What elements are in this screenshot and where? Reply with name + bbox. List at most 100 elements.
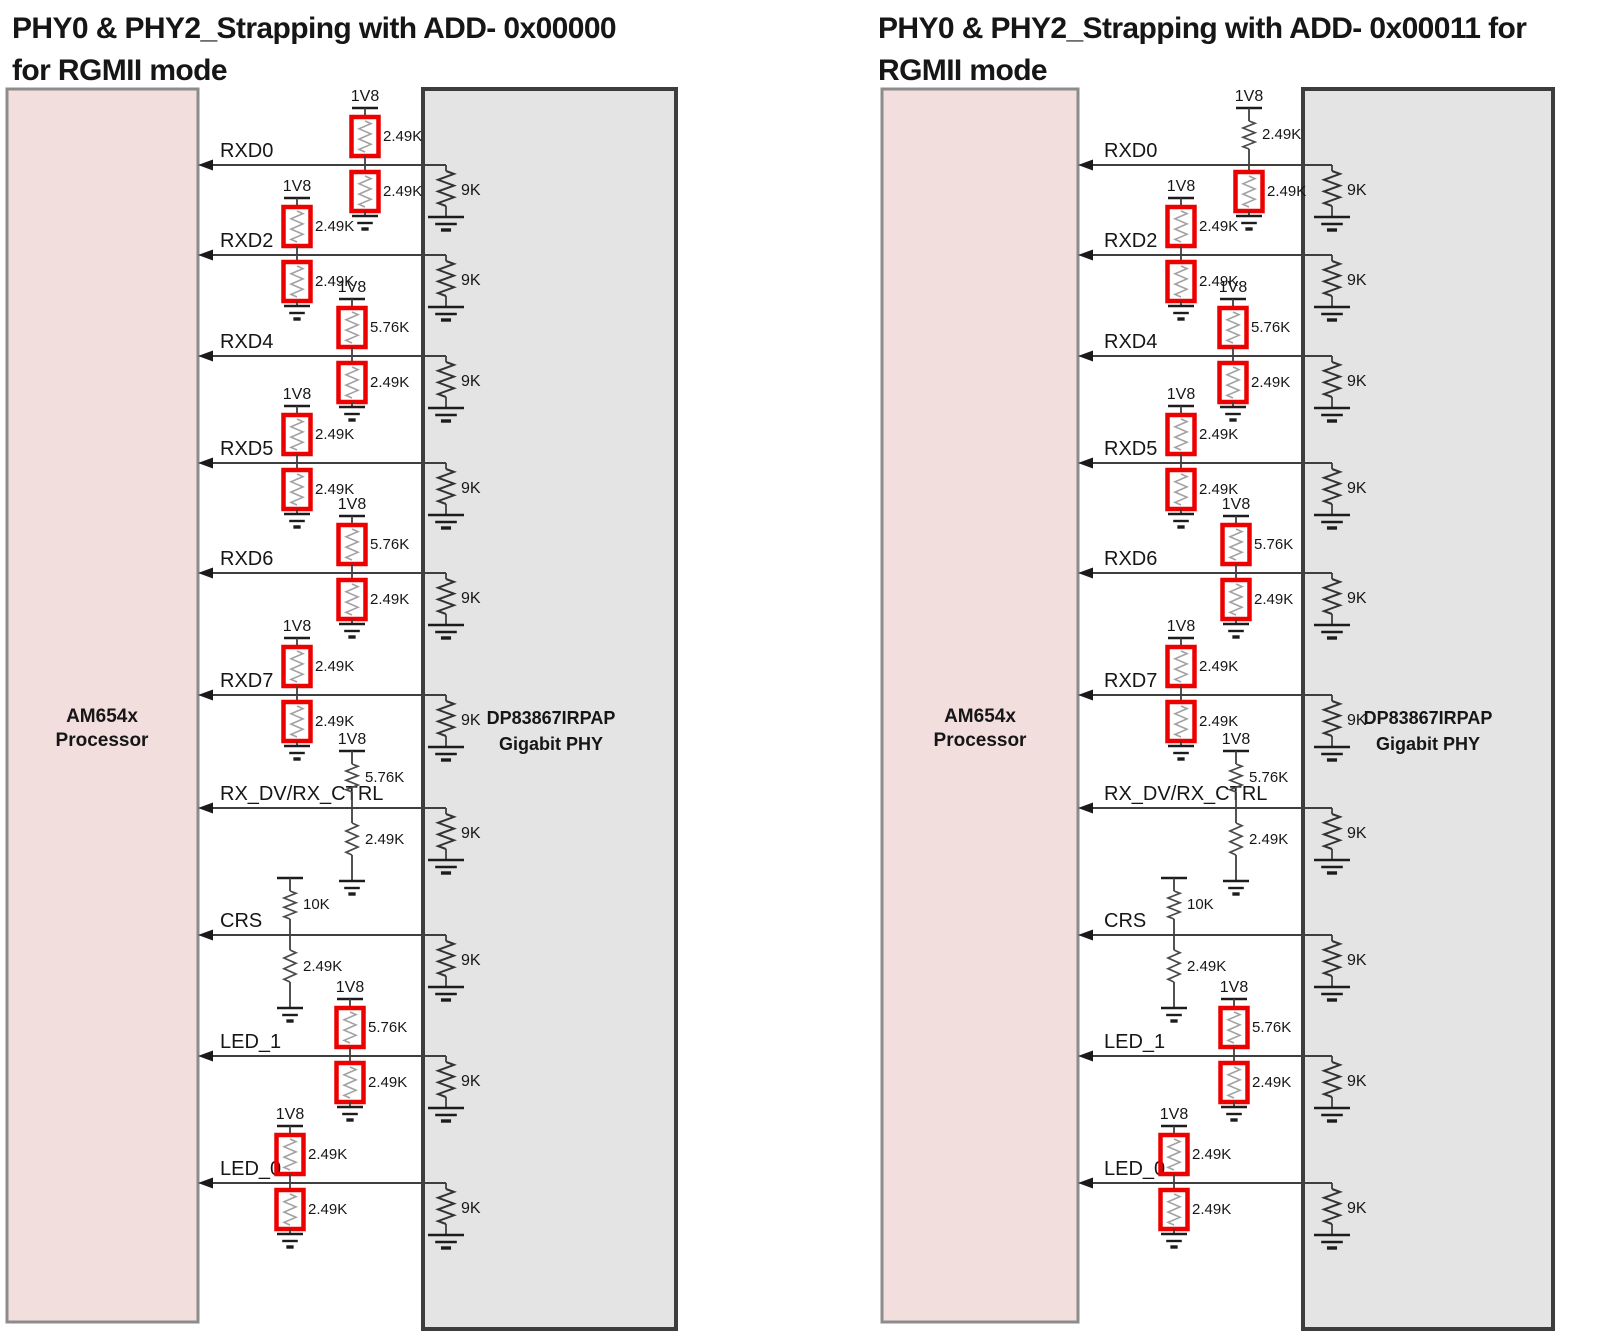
ground-symbol <box>1168 744 1194 761</box>
pullup-value-label: 5.76K <box>1252 1019 1291 1036</box>
signal-arrowhead <box>1078 567 1093 579</box>
pulldown-value-label: 2.49K <box>368 1074 407 1091</box>
ground-symbol <box>428 623 464 640</box>
rail-label: 1V8 <box>351 88 380 105</box>
rail-label: 1V8 <box>1167 386 1196 403</box>
pullup-value-label: 2.49K <box>315 218 354 235</box>
pulldown-value-label: 2.49K <box>370 591 409 608</box>
signal-row-led-0: LED_0 1V8 2.49K 2.49K 9K <box>198 1106 481 1250</box>
signal-arrowhead <box>1078 802 1093 814</box>
pulldown-resistor <box>343 583 361 616</box>
pulldown-resistor <box>1240 175 1258 208</box>
pullup-value-label: 5.76K <box>368 1019 407 1036</box>
phy-pull-value-label: 9K <box>1347 272 1367 289</box>
phy-pull-resistor <box>1321 260 1343 297</box>
signal-row-crs: CRS 10K 2.49K 9K <box>1078 876 1367 1023</box>
processor-label-line1: AM654x <box>944 706 1016 727</box>
pullup-resistor <box>1240 120 1258 150</box>
diagram-title-right: PHY0 & PHY2_Strapping with ADD- 0x00011 … <box>878 8 1527 92</box>
signal-row-led-1: LED_1 1V8 5.76K 2.49K 9K <box>1078 979 1367 1123</box>
pullup-resistor <box>1227 528 1245 561</box>
pulldown-resistor <box>341 1066 359 1099</box>
phy-label-line1: DP83867IRPAP <box>487 708 616 728</box>
signal-label: RXD5 <box>1104 438 1157 460</box>
pulldown-value-label: 2.49K <box>303 958 342 975</box>
signal-arrowhead <box>1078 457 1093 469</box>
ground-symbol <box>1314 745 1350 762</box>
ground-symbol <box>337 1105 363 1122</box>
phy-pull-resistor <box>435 1061 457 1098</box>
rail-label: 1V8 <box>283 618 312 635</box>
pullup-resistor <box>1172 650 1190 683</box>
ground-symbol <box>428 745 464 762</box>
phy-pull-resistor <box>1321 170 1343 207</box>
ground-symbol <box>1314 1106 1350 1123</box>
signal-label: RXD4 <box>220 331 273 353</box>
pullup-resistor <box>1172 210 1190 243</box>
signal-arrowhead <box>198 929 213 941</box>
signal-label: RXD2 <box>1104 230 1157 252</box>
signal-row-rxd0: RXD0 1V8 2.49K 2.49K 9K <box>1078 88 1367 232</box>
ground-symbol <box>428 406 464 423</box>
title-line-2: RGMII mode <box>878 54 1048 87</box>
ground-symbol <box>428 215 464 232</box>
rail-label: 1V8 <box>1167 618 1196 635</box>
signal-row-rxd6: RXD6 1V8 5.76K 2.49K 9K <box>198 496 481 640</box>
signal-label: RXD6 <box>1104 548 1157 570</box>
pullup-resistor <box>343 528 361 561</box>
rail-label: 1V8 <box>283 178 312 195</box>
signal-label: LED_0 <box>220 1158 281 1180</box>
ground-symbol <box>1161 1006 1187 1023</box>
phy-pull-value-label: 9K <box>1347 952 1367 969</box>
pullup-value-label: 10K <box>303 896 330 913</box>
phy-pull-resistor <box>1321 813 1343 850</box>
pullup-value-label: 2.49K <box>1262 126 1301 143</box>
pullup-resistor <box>288 418 306 451</box>
pulldown-resistor <box>288 705 306 738</box>
signal-label: RXD2 <box>220 230 273 252</box>
rail-label: 1V8 <box>1222 496 1251 513</box>
ground-symbol <box>1314 305 1350 322</box>
ground-symbol <box>339 622 365 639</box>
title-line-1: PHY0 & PHY2_Strapping with ADD- 0x00000 <box>12 12 617 45</box>
ground-symbol <box>1168 304 1194 321</box>
signal-arrowhead <box>1078 1050 1093 1062</box>
signal-label: RXD7 <box>220 670 273 692</box>
signal-arrowhead <box>198 350 213 362</box>
pulldown-value-label: 2.49K <box>1252 1074 1291 1091</box>
phy-pull-value-label: 9K <box>1347 1200 1367 1217</box>
ground-symbol <box>284 744 310 761</box>
ground-symbol <box>277 1006 303 1023</box>
pullup-value-label: 2.49K <box>1199 658 1238 675</box>
signal-row-rxd6: RXD6 1V8 5.76K 2.49K 9K <box>1078 496 1367 640</box>
rail-label: 1V8 <box>1222 731 1251 748</box>
pulldown-resistor <box>1227 583 1245 616</box>
rail-label: 1V8 <box>338 731 367 748</box>
phy-pull-value-label: 9K <box>461 182 481 199</box>
pulldown-resistor <box>1227 822 1245 856</box>
phy-pull-resistor <box>435 700 457 737</box>
ground-symbol <box>428 1106 464 1123</box>
pulldown-value-label: 2.49K <box>1251 374 1290 391</box>
processor-label-line2: Processor <box>56 730 150 751</box>
pullup-value-label: 5.76K <box>1251 319 1290 336</box>
phy-pull-value-label: 9K <box>1347 480 1367 497</box>
pulldown-value-label: 2.49K <box>1199 273 1238 290</box>
phy-pull-value-label: 9K <box>461 272 481 289</box>
pulldown-value-label: 2.49K <box>1249 831 1288 848</box>
pulldown-value-label: 2.49K <box>308 1201 347 1218</box>
ground-symbol <box>1220 405 1246 422</box>
ground-symbol <box>1314 623 1350 640</box>
phy-pull-value-label: 9K <box>1347 1073 1367 1090</box>
pulldown-resistor <box>1172 473 1190 506</box>
pullup-value-label: 2.49K <box>383 128 422 145</box>
signal-arrowhead <box>1078 159 1093 171</box>
signal-label: RXD0 <box>220 140 273 162</box>
phy-pull-value-label: 9K <box>1347 373 1367 390</box>
pullup-resistor <box>341 1011 359 1044</box>
